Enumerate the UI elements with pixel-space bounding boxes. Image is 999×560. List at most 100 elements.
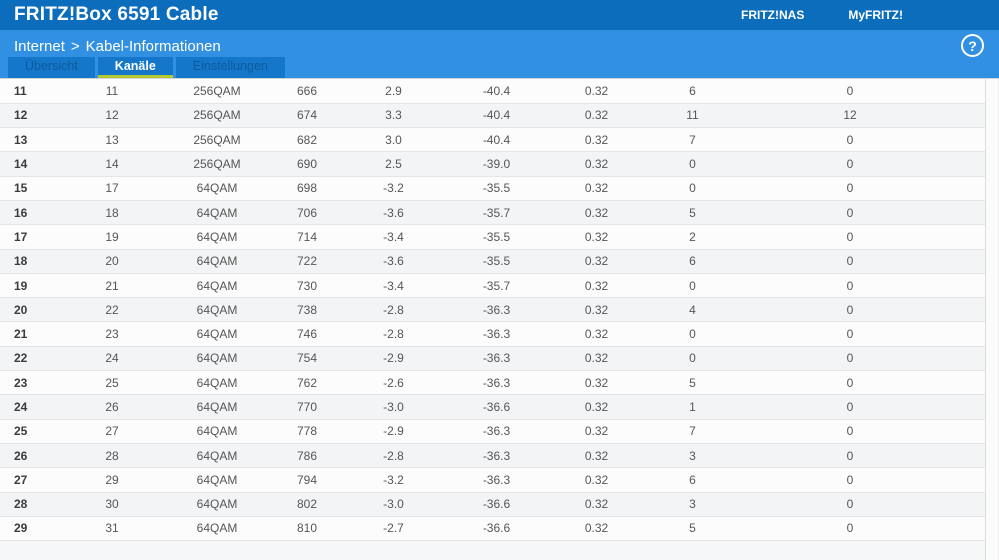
cell-correctable-errors: 3 (645, 492, 740, 517)
cell-row-number: 25 (0, 419, 62, 444)
cell-frequency: 738 (272, 297, 342, 323)
cell-mse: -35.5 (445, 224, 548, 250)
cell-latency: 0.32 (548, 224, 645, 250)
cell-uncorrectable-errors: 0 (740, 176, 960, 201)
cell-filler (960, 224, 985, 250)
app-title: FRITZ!Box 6591 Cable (14, 4, 219, 25)
table-row: 22 24 64QAM 754 -2.9 -36.3 0.32 0 0 (0, 346, 985, 372)
cell-mse: -36.3 (445, 346, 548, 372)
cell-row-number: 17 (0, 224, 62, 250)
table-row: 18 20 64QAM 722 -3.6 -35.5 0.32 6 0 (0, 249, 985, 274)
cell-channel-id: 12 (62, 103, 162, 129)
table-row: 20 22 64QAM 738 -2.8 -36.3 0.32 4 0 (0, 297, 985, 323)
cell-uncorrectable-errors: 0 (740, 443, 960, 469)
table-row: 16 18 64QAM 706 -3.6 -35.7 0.32 5 0 (0, 200, 985, 226)
cell-mse: -36.3 (445, 467, 548, 493)
cell-correctable-errors: 5 (645, 200, 740, 226)
cell-latency: 0.32 (548, 176, 645, 201)
table-row: 11 11 256QAM 666 2.9 -40.4 0.32 6 0 (0, 79, 985, 104)
cell-mse: -36.6 (445, 394, 548, 420)
cell-uncorrectable-errors: 0 (740, 346, 960, 372)
cell-level: -3.4 (342, 273, 445, 299)
help-icon[interactable]: ? (961, 34, 984, 57)
table-row: 26 28 64QAM 786 -2.8 -36.3 0.32 3 0 (0, 443, 985, 469)
cell-uncorrectable-errors: 12 (740, 103, 960, 129)
cell-correctable-errors: 7 (645, 127, 740, 153)
cell-latency: 0.32 (548, 492, 645, 517)
cell-level: -2.8 (342, 297, 445, 323)
cell-latency: 0.32 (548, 79, 645, 104)
cell-frequency: 682 (272, 127, 342, 153)
cell-latency: 0.32 (548, 467, 645, 493)
cell-uncorrectable-errors: 0 (740, 492, 960, 517)
cell-correctable-errors: 11 (645, 103, 740, 129)
cell-row-number: 21 (0, 321, 62, 347)
cell-level: -2.6 (342, 370, 445, 396)
cell-frequency: 746 (272, 321, 342, 347)
cell-frequency: 794 (272, 467, 342, 493)
cell-modulation: 64QAM (162, 443, 272, 469)
cell-level: 2.5 (342, 151, 445, 177)
cell-correctable-errors: 5 (645, 516, 740, 542)
cell-level: -3.2 (342, 467, 445, 493)
table-row: 21 23 64QAM 746 -2.8 -36.3 0.32 0 0 (0, 321, 985, 347)
cell-correctable-errors: 0 (645, 176, 740, 201)
cell-latency: 0.32 (548, 200, 645, 226)
cell-row-number: 29 (0, 516, 62, 542)
cell-row-number: 13 (0, 127, 62, 153)
cell-filler (960, 176, 985, 201)
tab-einstellungen[interactable]: Einstellungen (175, 57, 285, 78)
cell-filler (960, 249, 985, 274)
table-row: 14 14 256QAM 690 2.5 -39.0 0.32 0 0 (0, 151, 985, 177)
cell-modulation: 64QAM (162, 346, 272, 372)
cell-mse: -35.5 (445, 249, 548, 274)
cell-row-number: 12 (0, 103, 62, 129)
table-row: 28 30 64QAM 802 -3.0 -36.6 0.32 3 0 (0, 492, 985, 517)
cell-latency: 0.32 (548, 273, 645, 299)
cell-frequency: 674 (272, 103, 342, 129)
cell-mse: -36.6 (445, 492, 548, 517)
cell-latency: 0.32 (548, 516, 645, 542)
cell-mse: -36.3 (445, 419, 548, 444)
cell-filler (960, 394, 985, 420)
cell-correctable-errors: 6 (645, 467, 740, 493)
myfritz-link[interactable]: MyFRITZ! (848, 8, 903, 22)
cell-row-number: 26 (0, 443, 62, 469)
cell-uncorrectable-errors: 0 (740, 200, 960, 226)
cell-mse: -36.3 (445, 370, 548, 396)
question-mark-glyph: ? (968, 37, 977, 54)
tab-kanaele[interactable]: Kanäle (97, 57, 173, 78)
cell-uncorrectable-errors: 0 (740, 370, 960, 396)
cell-correctable-errors: 0 (645, 346, 740, 372)
cell-latency: 0.32 (548, 370, 645, 396)
cell-row-number: 15 (0, 176, 62, 201)
fritz-nas-link[interactable]: FRITZ!NAS (741, 8, 805, 22)
cell-filler (960, 443, 985, 469)
tab-uebersicht[interactable]: Übersicht (8, 57, 95, 78)
cell-correctable-errors: 6 (645, 79, 740, 104)
cell-channel-id: 22 (62, 297, 162, 323)
cell-frequency: 714 (272, 224, 342, 250)
cell-frequency: 690 (272, 151, 342, 177)
cell-frequency: 778 (272, 419, 342, 444)
cell-frequency: 698 (272, 176, 342, 201)
subheader: Internet > Kabel-Informationen ? Übersicht… (0, 30, 999, 78)
channel-table-container: 11 11 256QAM 666 2.9 -40.4 0.32 6 0 12 1… (0, 78, 999, 560)
cell-channel-id: 20 (62, 249, 162, 274)
breadcrumb-section[interactable]: Internet (14, 38, 65, 55)
cell-modulation: 256QAM (162, 127, 272, 153)
table-row: 12 12 256QAM 674 3.3 -40.4 0.32 11 12 (0, 103, 985, 129)
cell-mse: -36.3 (445, 443, 548, 469)
cell-channel-id: 30 (62, 492, 162, 517)
cell-modulation: 64QAM (162, 394, 272, 420)
cell-filler (960, 346, 985, 372)
table-row: 13 13 256QAM 682 3.0 -40.4 0.32 7 0 (0, 127, 985, 153)
cell-filler (960, 297, 985, 323)
cell-frequency: 722 (272, 249, 342, 274)
vertical-scrollbar[interactable] (985, 79, 999, 560)
cell-channel-id: 14 (62, 151, 162, 177)
cell-level: -2.9 (342, 346, 445, 372)
cell-row-number: 20 (0, 297, 62, 323)
cell-channel-id: 28 (62, 443, 162, 469)
cell-frequency: 706 (272, 200, 342, 226)
